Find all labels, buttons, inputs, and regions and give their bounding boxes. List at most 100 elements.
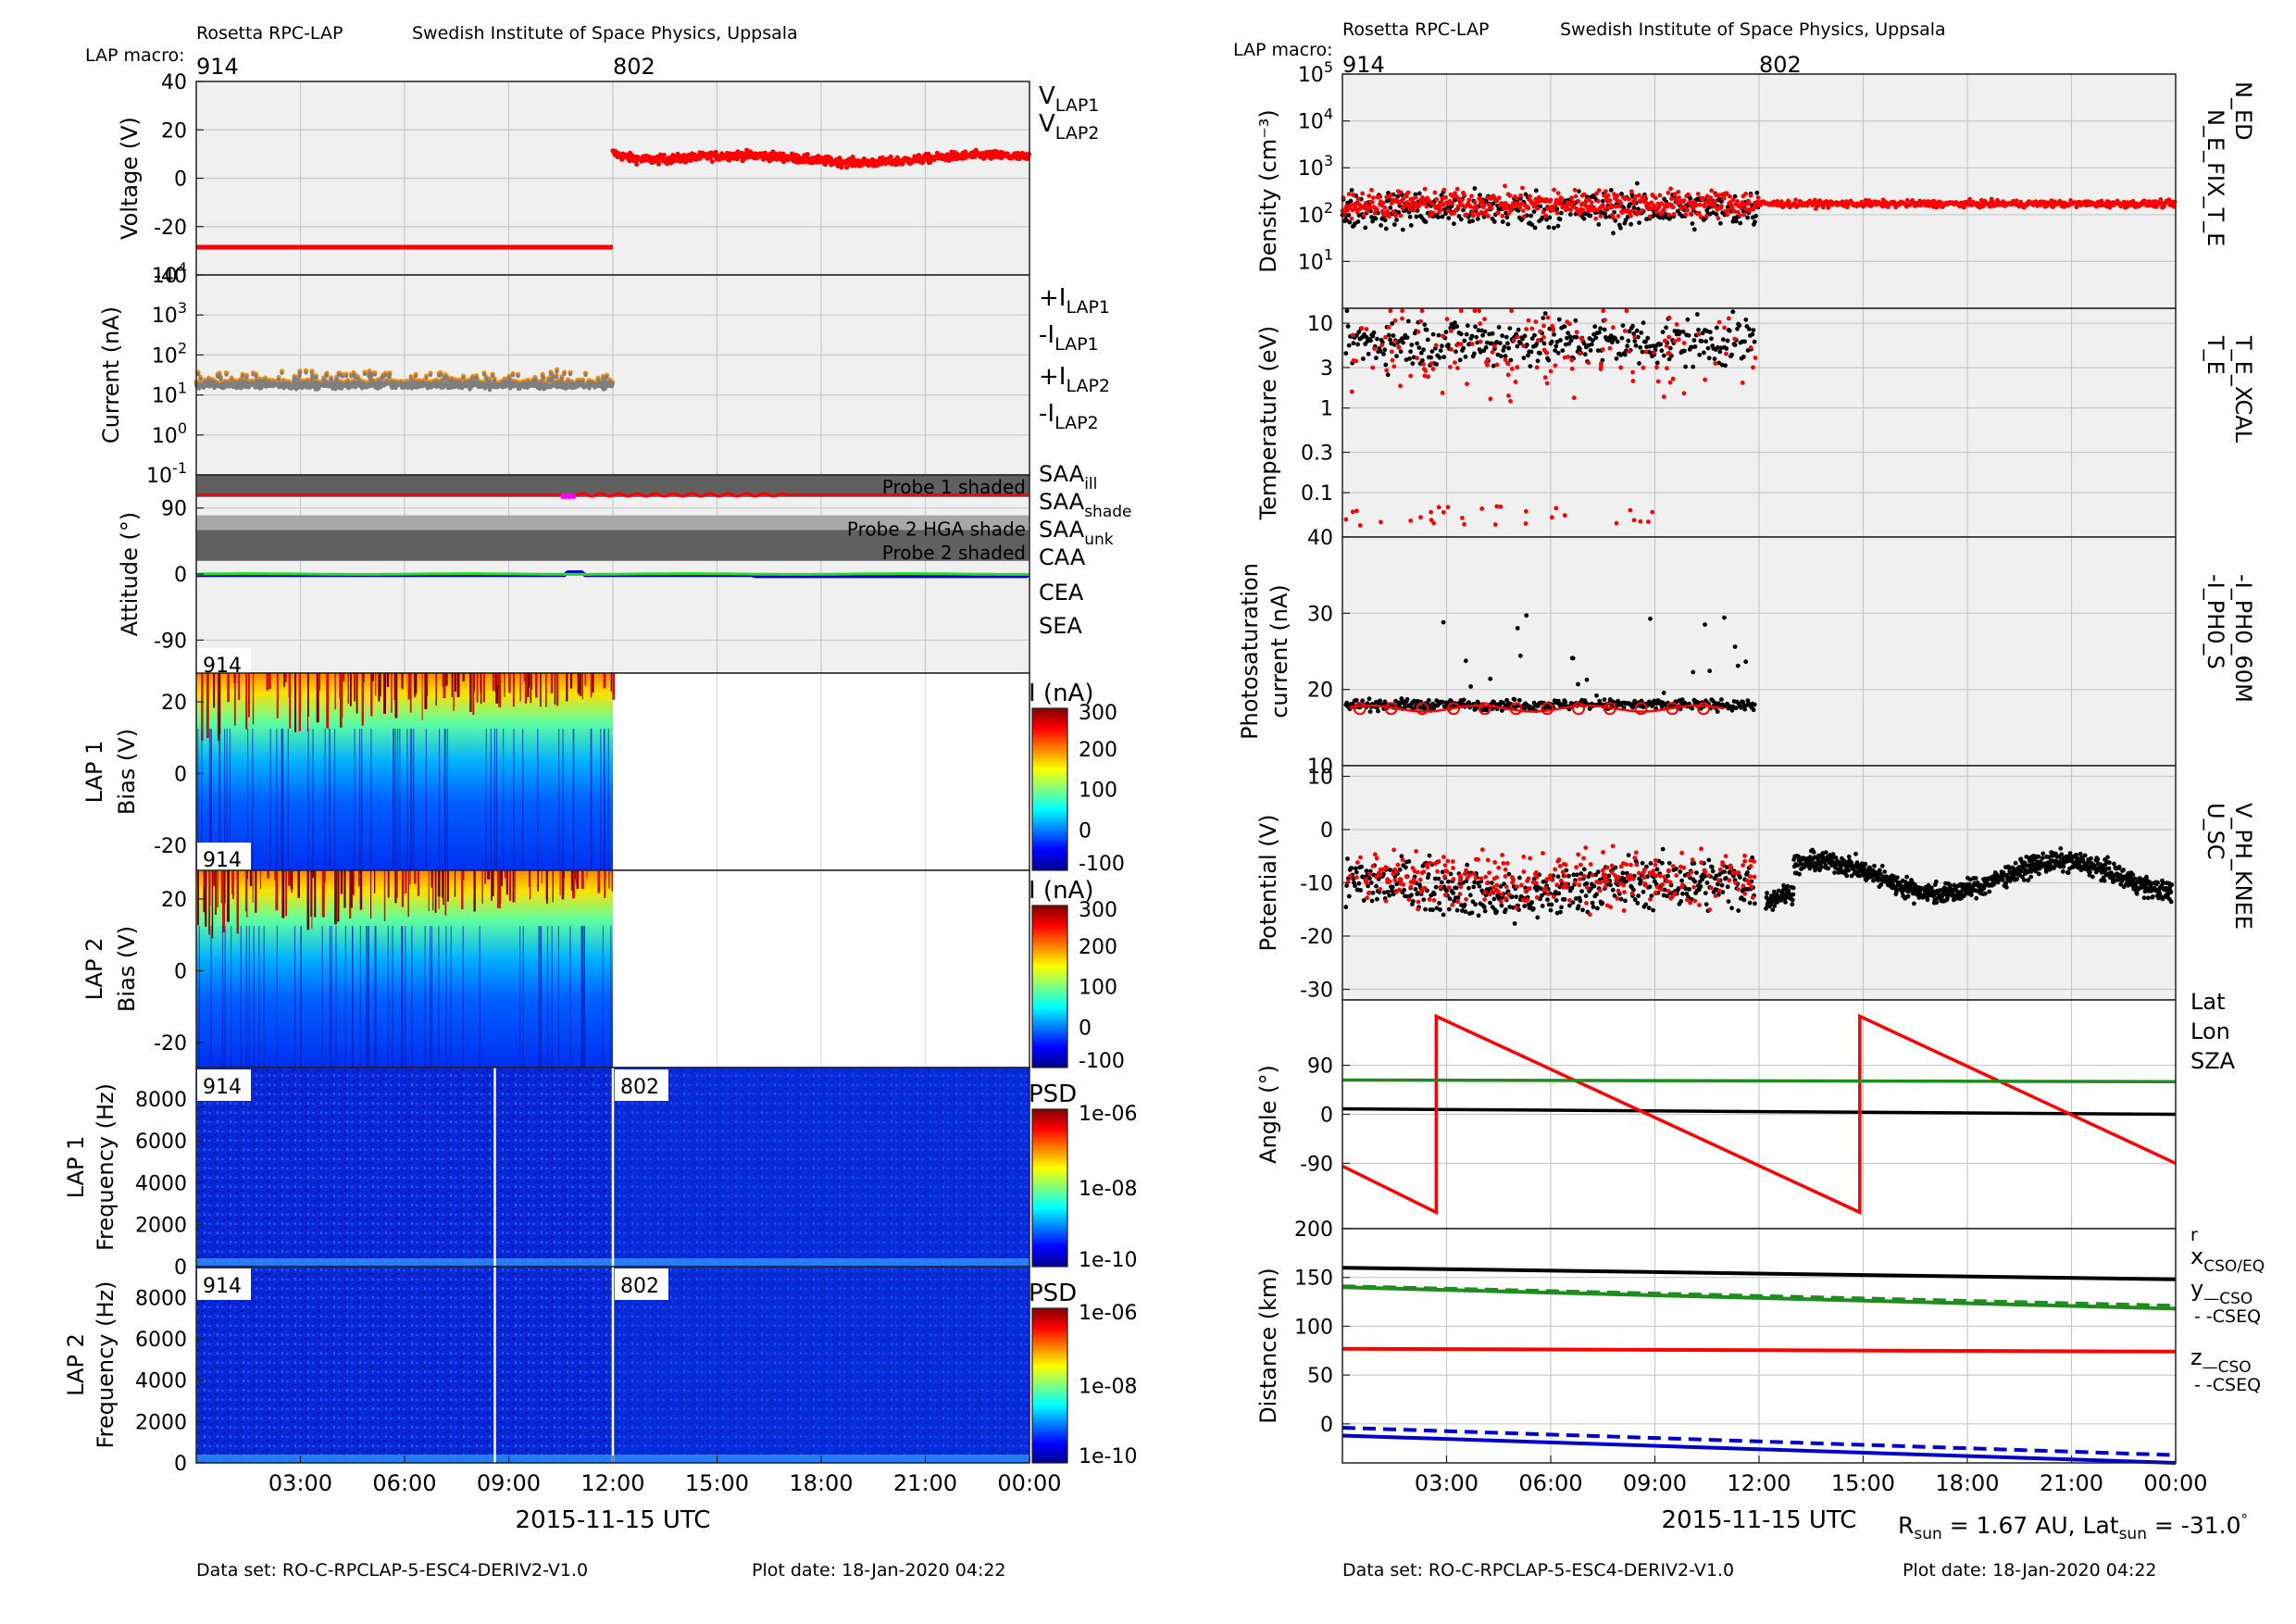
t-e-xcal-points-point xyxy=(1536,338,1541,343)
n-ed-points-point xyxy=(1730,197,1736,203)
n-e-fix-points-point xyxy=(1637,220,1641,226)
lap2-psd-spectrogram-ytick-label: 6000 xyxy=(135,1329,187,1352)
i-lap1-minus-points-point xyxy=(605,374,609,380)
t-e-points-point xyxy=(1732,343,1738,347)
lap1-bias-spectrogram-streak xyxy=(248,673,250,718)
left-xtick-label: 03:00 xyxy=(268,1470,332,1496)
t-e-points-point xyxy=(1374,356,1379,360)
t-e-xcal-points-point xyxy=(1618,365,1624,370)
i-lap1-minus-points-point xyxy=(413,374,418,379)
n-e-fix-points-point xyxy=(1568,212,1573,218)
lap1-bias-spectrogram-streak xyxy=(378,673,381,693)
n-ed-points-point xyxy=(1526,206,1531,211)
lap2-bias-spectrogram-darkline xyxy=(402,926,404,1068)
t-e-points-point xyxy=(1750,331,1755,337)
n-e-fix-points-point xyxy=(1446,216,1452,221)
lap2-bias-spectrogram-streak xyxy=(461,870,464,909)
lap2-bias-spectrogram-darkline xyxy=(438,926,440,1068)
lap2-psd-spectrogram-colorbar xyxy=(1031,1307,1068,1464)
lap1-bias-spectrogram-darkline xyxy=(406,729,408,870)
t-e-points-point xyxy=(1556,317,1562,322)
t-e-xcal-points-point xyxy=(1607,345,1613,351)
lap2-bias-spectrogram-streak xyxy=(224,870,226,904)
n-e-fix-points-point xyxy=(1611,231,1616,236)
n-e-fix-points-point xyxy=(1718,220,1723,226)
lap1-bias-spectrogram-streak xyxy=(326,673,330,729)
i-lap1-minus-points-point xyxy=(461,376,466,381)
lap1-bias-spectrogram-darkline xyxy=(394,729,396,870)
i-lap1-minus-points-point xyxy=(324,372,330,378)
n-ed-points-point xyxy=(1628,213,1633,219)
voltage-panel-ytick-label: 0 xyxy=(174,169,187,192)
t-e-points-point xyxy=(1490,331,1495,336)
lap1-bias-spectrogram-streak xyxy=(427,673,429,696)
lap2-bias-spectrogram-colorbar-tick: 200 xyxy=(1079,936,1117,959)
t-e-points-point xyxy=(1751,328,1756,332)
n-ed-points-point xyxy=(1580,207,1586,213)
n-e-fix-points-point xyxy=(1470,219,1475,224)
lap2-bias-spectrogram-darkline xyxy=(375,926,377,1068)
lap2-bias-spectrogram-streak xyxy=(285,870,288,917)
left-xtick-label: 12:00 xyxy=(580,1470,644,1496)
n-ed-points-point xyxy=(1535,206,1540,211)
t-e-points-point xyxy=(1632,339,1638,344)
lap1-bias-spectrogram-darkline xyxy=(396,729,399,870)
t-e-points-point xyxy=(1461,345,1466,351)
n-ed-points-point xyxy=(1639,208,1644,214)
attitude-panel-ytick-label: -90 xyxy=(154,630,187,653)
n-e-fix-points-point xyxy=(1394,218,1399,222)
t-e-points-point xyxy=(1589,342,1594,347)
left-xtick-label: 21:00 xyxy=(893,1470,957,1496)
t-e-points-point xyxy=(1529,349,1534,355)
lap1-bias-spectrogram-streak xyxy=(472,673,475,715)
lap2-bias-spectrogram-darkline xyxy=(450,926,452,1068)
lap1-bias-spectrogram-streak xyxy=(383,673,386,714)
lap2-bias-spectrogram-darkline xyxy=(245,926,247,1068)
t-e-points-point xyxy=(1567,334,1573,339)
t-e-xcal-points-point xyxy=(1465,381,1469,387)
n-ed-points-point xyxy=(1721,195,1727,201)
current-legend: +ILAP2 xyxy=(1039,363,1110,396)
n-e-fix-points-point xyxy=(1373,216,1379,221)
n-ed-points-point xyxy=(1709,188,1715,194)
lap2-bias-spectrogram-streak xyxy=(334,870,337,925)
i-lap1-minus-points-point xyxy=(516,373,520,379)
t-e-points-point xyxy=(1654,360,1660,366)
t-e-points-point xyxy=(1598,326,1603,331)
t-e-xcal-points-point xyxy=(1370,365,1376,370)
t-e-xcal-points-point xyxy=(1472,308,1478,314)
t-e-xcal-points-point xyxy=(1663,338,1667,344)
t-e-points-point xyxy=(1692,344,1698,349)
n-e-fix-points-point xyxy=(1504,215,1510,220)
left-xtick-label: 18:00 xyxy=(789,1470,853,1496)
n-ed-points-point xyxy=(1695,192,1701,196)
t-e-points-point xyxy=(1639,331,1644,335)
lap1-bias-spectrogram-streak xyxy=(456,673,460,697)
n-e-fix-points-point xyxy=(1714,212,1719,217)
lap1-bias-spectrogram-streak xyxy=(455,673,456,692)
lap2-bias-spectrogram-streak xyxy=(514,870,516,903)
n-ed-points-point xyxy=(1904,197,1910,203)
n-e-fix-points-point xyxy=(1531,209,1537,215)
t-e-xcal-points-point xyxy=(1506,394,1511,398)
t-e-xcal-points-point xyxy=(1630,379,1636,383)
lap2-bias-spectrogram-streak xyxy=(395,870,398,898)
n-ed-points-point xyxy=(1703,214,1709,219)
n-ed-points-point xyxy=(1728,194,1732,199)
t-e-points-point xyxy=(1633,343,1639,348)
n-ed-points-point xyxy=(1462,193,1466,197)
n-ed-points-point xyxy=(1520,185,1525,191)
lap2-bias-spectrogram-streak xyxy=(321,870,325,917)
shade-label-probe2: Probe 2 shaded xyxy=(882,542,1026,564)
n-ed-points-point xyxy=(1627,196,1631,202)
n-e-fix-points-point xyxy=(1452,221,1456,227)
t-e-points-point xyxy=(1343,351,1349,356)
lap2-bias-spectrogram-darkline xyxy=(321,926,323,1068)
lap2-bias-spectrogram-streak xyxy=(281,870,285,918)
lap1-bias-spectrogram-colorbar-tick: 300 xyxy=(1079,702,1117,725)
t-e-xcal-points-point xyxy=(1667,380,1673,385)
n-ed-points-point xyxy=(1793,197,1798,203)
i-lap1-minus-points-point xyxy=(474,375,479,380)
lap2-bias-spectrogram-streak xyxy=(290,870,293,890)
lap1-psd-spectrogram-colorbar-tick: 1e-08 xyxy=(1079,1178,1137,1201)
